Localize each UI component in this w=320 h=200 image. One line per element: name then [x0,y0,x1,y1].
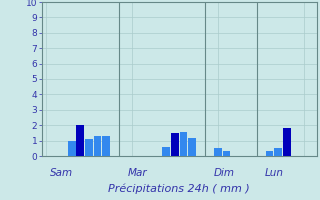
Bar [171,133,179,156]
Bar [188,138,196,156]
Text: Sam: Sam [50,168,73,178]
Text: Précipitations 24h ( mm ): Précipitations 24h ( mm ) [108,184,250,194]
Bar [274,148,282,156]
Bar [266,151,273,156]
Bar [223,151,230,156]
Bar [283,128,291,156]
Bar [68,141,76,156]
Text: Mar: Mar [128,168,147,178]
Bar [180,132,188,156]
Bar [94,136,101,156]
Text: Dim: Dim [214,168,235,178]
Bar [163,147,170,156]
Bar [102,136,110,156]
Bar [214,148,222,156]
Bar [85,139,93,156]
Bar [76,125,84,156]
Text: Lun: Lun [265,168,284,178]
